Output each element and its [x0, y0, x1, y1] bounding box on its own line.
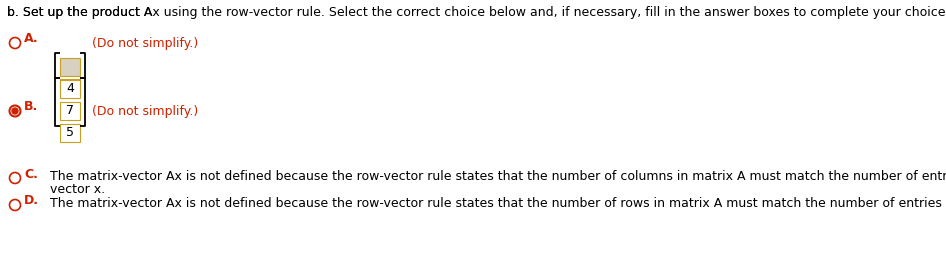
Text: b. Set up the product A: b. Set up the product A [7, 6, 152, 19]
Text: 7: 7 [66, 104, 74, 118]
FancyBboxPatch shape [60, 80, 80, 98]
Text: vector x.: vector x. [50, 183, 105, 196]
Text: (Do not simplify.): (Do not simplify.) [92, 37, 199, 49]
Text: 4: 4 [66, 83, 74, 95]
Text: b. Set up the product Ax using the row-vector rule. Select the correct choice be: b. Set up the product Ax using the row-v… [7, 6, 946, 19]
FancyBboxPatch shape [60, 58, 80, 76]
Text: C.: C. [24, 168, 38, 180]
FancyBboxPatch shape [60, 102, 80, 120]
Text: D.: D. [24, 195, 39, 208]
Text: B.: B. [24, 100, 38, 114]
Text: The matrix-vector Ax is not defined because the row-vector rule states that the : The matrix-vector Ax is not defined beca… [50, 197, 946, 210]
Text: 5: 5 [66, 127, 74, 139]
Circle shape [12, 108, 18, 114]
FancyBboxPatch shape [60, 124, 80, 142]
FancyBboxPatch shape [60, 79, 80, 97]
Text: The matrix-vector Ax is not defined because the row-vector rule states that the : The matrix-vector Ax is not defined beca… [50, 170, 946, 183]
Text: A.: A. [24, 33, 39, 45]
Text: (Do not simplify.): (Do not simplify.) [92, 104, 199, 118]
